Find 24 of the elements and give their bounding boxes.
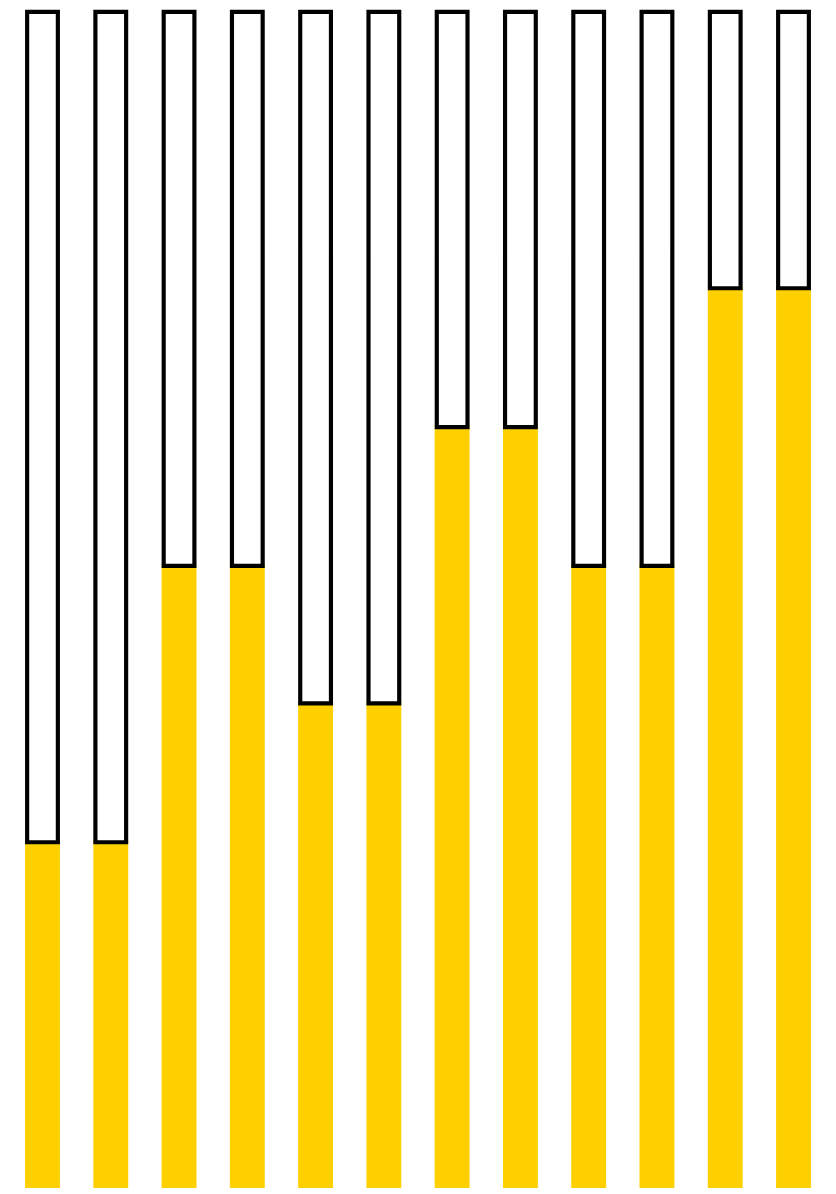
bar: [161, 9, 197, 568]
bar: [776, 9, 811, 291]
bar: [229, 563, 265, 1189]
bar: [366, 9, 402, 706]
bar: [298, 9, 334, 706]
bar: [161, 563, 197, 1189]
bar: [502, 9, 538, 430]
bar: [707, 286, 743, 1189]
bar: [366, 701, 402, 1189]
bar: [502, 424, 538, 1189]
bar: [776, 286, 811, 1189]
bar: [571, 563, 607, 1189]
bar: [25, 840, 60, 1189]
bar: [434, 424, 470, 1189]
bar: [229, 9, 265, 568]
bar: [434, 9, 470, 430]
bar: [639, 563, 675, 1189]
bar: [93, 840, 129, 1189]
bar: [93, 9, 129, 845]
bar: [707, 9, 743, 291]
bar: [298, 701, 334, 1189]
bar: [639, 9, 675, 568]
bar: [571, 9, 607, 568]
bar: [25, 9, 60, 845]
